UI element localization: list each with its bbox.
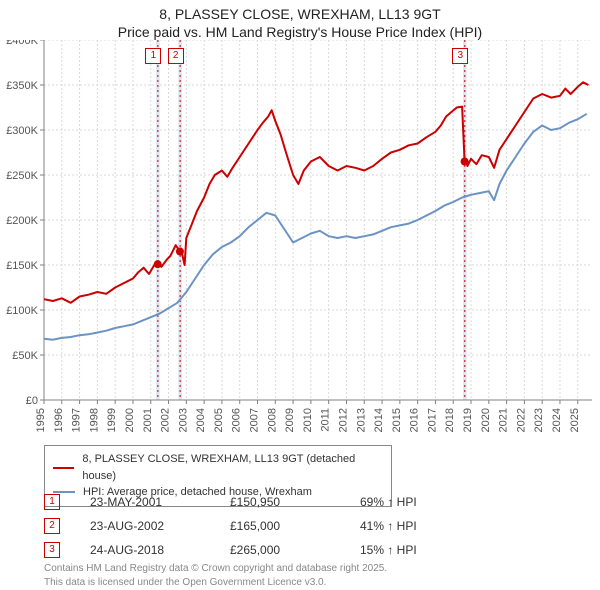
sales-diff: 15% ↑ HPI — [360, 543, 480, 557]
svg-text:2001: 2001 — [142, 408, 154, 432]
svg-text:2004: 2004 — [195, 408, 207, 432]
sales-tag: 1 — [44, 494, 60, 510]
svg-text:£150K: £150K — [6, 260, 38, 272]
svg-text:2006: 2006 — [231, 408, 243, 432]
svg-text:1998: 1998 — [88, 408, 100, 432]
svg-text:£50K: £50K — [12, 350, 38, 362]
svg-text:£300K: £300K — [6, 125, 38, 137]
sales-price: £265,000 — [230, 543, 360, 557]
svg-text:2022: 2022 — [515, 408, 527, 432]
sales-diff: 69% ↑ HPI — [360, 495, 480, 509]
footer-line-2: This data is licensed under the Open Gov… — [44, 576, 387, 590]
svg-text:£100K: £100K — [6, 305, 38, 317]
svg-text:1996: 1996 — [53, 408, 65, 432]
svg-text:2017: 2017 — [426, 408, 438, 432]
sales-date: 24-AUG-2018 — [90, 543, 230, 557]
svg-text:2011: 2011 — [320, 408, 332, 432]
sales-price: £165,000 — [230, 519, 360, 533]
svg-text:£350K: £350K — [6, 80, 38, 92]
footer: Contains HM Land Registry data © Crown c… — [44, 562, 387, 589]
svg-text:2025: 2025 — [569, 408, 581, 432]
sales-tag: 3 — [44, 542, 60, 558]
svg-text:2021: 2021 — [498, 408, 510, 432]
svg-text:2013: 2013 — [355, 408, 367, 432]
svg-text:£0: £0 — [26, 395, 38, 407]
legend-row: 8, PLASSEY CLOSE, WREXHAM, LL13 9GT (det… — [53, 451, 383, 484]
sales-date: 23-AUG-2002 — [90, 519, 230, 533]
svg-text:1997: 1997 — [71, 408, 83, 432]
sales-row: 3 24-AUG-2018£265,00015% ↑ HPI — [44, 538, 480, 562]
svg-text:£250K: £250K — [6, 170, 38, 182]
title-line-2: Price paid vs. HM Land Registry's House … — [0, 24, 600, 42]
svg-text:2019: 2019 — [462, 408, 474, 432]
sales-date: 23-MAY-2001 — [90, 495, 230, 509]
svg-text:2024: 2024 — [551, 408, 563, 432]
legend-swatch — [53, 467, 74, 469]
chart-wrap: £0 £50K £100K £150K £200K £250K £300K £350K £400… — [0, 40, 600, 445]
svg-text:2012: 2012 — [337, 408, 349, 432]
svg-text:£200K: £200K — [6, 215, 38, 227]
svg-text:2005: 2005 — [213, 408, 225, 432]
sales-tag: 2 — [44, 518, 60, 534]
svg-text:1999: 1999 — [106, 408, 118, 432]
svg-text:1995: 1995 — [35, 408, 47, 432]
sales-row: 1 23-MAY-2001£150,95069% ↑ HPI — [44, 490, 480, 514]
svg-text:2009: 2009 — [284, 408, 296, 432]
svg-text:2014: 2014 — [373, 408, 385, 432]
sale-marker-tag: 2 — [168, 48, 184, 64]
legend-label: 8, PLASSEY CLOSE, WREXHAM, LL13 9GT (det… — [82, 451, 383, 484]
svg-text:2008: 2008 — [266, 408, 278, 432]
sales-table: 1 23-MAY-2001£150,95069% ↑ HPI 2 23-AUG-200… — [44, 490, 480, 562]
svg-text:2023: 2023 — [533, 408, 545, 432]
sales-row: 2 23-AUG-2002£165,00041% ↑ HPI — [44, 514, 480, 538]
svg-text:2016: 2016 — [409, 408, 421, 432]
svg-text:2003: 2003 — [177, 408, 189, 432]
title: 8, PLASSEY CLOSE, WREXHAM, LL13 9GT Pric… — [0, 0, 600, 41]
svg-text:2002: 2002 — [160, 408, 172, 432]
sale-marker-tag: 3 — [452, 48, 468, 64]
svg-text:2020: 2020 — [480, 408, 492, 432]
title-line-1: 8, PLASSEY CLOSE, WREXHAM, LL13 9GT — [0, 6, 600, 24]
svg-text:2000: 2000 — [124, 408, 136, 432]
svg-text:2018: 2018 — [444, 408, 456, 432]
footer-line-1: Contains HM Land Registry data © Crown c… — [44, 562, 387, 576]
svg-text:2015: 2015 — [391, 408, 403, 432]
svg-text:£400K: £400K — [6, 40, 38, 47]
svg-text:2010: 2010 — [302, 408, 314, 432]
sales-price: £150,950 — [230, 495, 360, 509]
svg-text:2007: 2007 — [249, 408, 261, 432]
chart-container: 8, PLASSEY CLOSE, WREXHAM, LL13 9GT Pric… — [0, 0, 600, 590]
line-chart-svg: £0 £50K £100K £150K £200K £250K £300K £350K £400… — [0, 40, 600, 440]
sale-marker-tag: 1 — [145, 48, 161, 64]
sales-diff: 41% ↑ HPI — [360, 519, 480, 533]
